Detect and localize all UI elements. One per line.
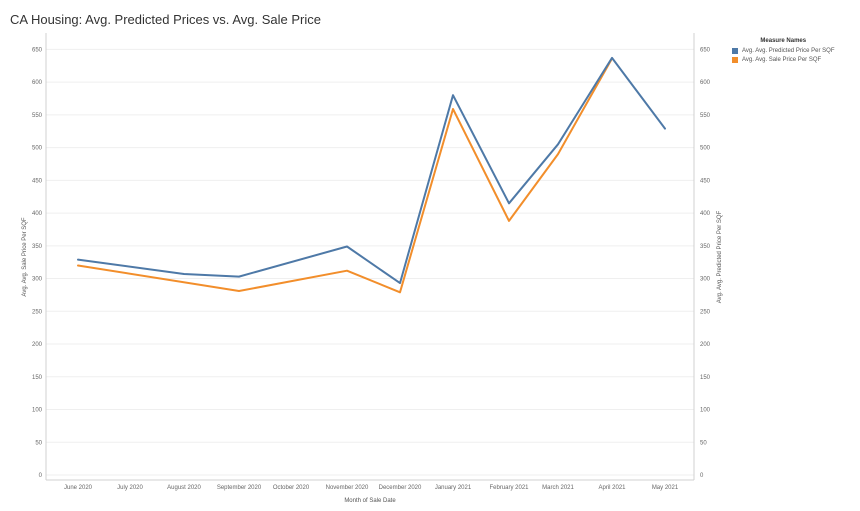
left-tick-label: 500 (32, 146, 43, 152)
right-tick-label: 550 (700, 113, 711, 119)
left-tick-label: 600 (32, 80, 43, 86)
right-tick-label: 50 (700, 440, 707, 446)
right-tick-label: 650 (700, 47, 711, 53)
x-tick-label: January 2021 (435, 485, 472, 491)
data-point-sale[interactable] (77, 264, 79, 266)
left-tick-label: 100 (32, 408, 43, 414)
left-tick-label: 550 (32, 113, 43, 119)
right-tick-label: 150 (700, 375, 711, 381)
left-tick-label: 50 (35, 440, 42, 446)
x-tick-label: June 2020 (64, 485, 93, 491)
left-tick-label: 350 (32, 244, 43, 250)
data-point-predicted[interactable] (238, 276, 240, 278)
right-tick-label: 450 (700, 178, 711, 184)
data-point-sale[interactable] (452, 108, 454, 110)
data-point-sale[interactable] (238, 290, 240, 292)
legend-swatch-sale (732, 56, 738, 63)
x-tick-label: July 2020 (117, 485, 143, 491)
x-tick-label: October 2020 (273, 485, 310, 491)
left-axis-label: Avg. Avg. Sale Price Per SQF (22, 217, 28, 296)
legend-swatch-predicted (732, 47, 738, 54)
x-tick-label: December 2020 (379, 485, 422, 491)
x-tick-label: May 2021 (652, 485, 679, 491)
data-point-predicted[interactable] (557, 143, 559, 145)
left-tick-label: 300 (32, 277, 43, 283)
left-tick-label: 450 (32, 178, 43, 184)
data-point-sale[interactable] (399, 291, 401, 293)
left-tick-label: 400 (32, 211, 43, 217)
right-axis-label: Avg. Avg. Predicted Price Per SQF (717, 210, 723, 303)
series-layer (77, 56, 666, 294)
left-tick-label: 250 (32, 309, 43, 315)
x-tick-label: August 2020 (167, 485, 201, 491)
legend: Measure Names Avg. Avg. Predicted Price … (732, 38, 835, 64)
data-point-predicted[interactable] (399, 282, 401, 284)
chart-title: CA Housing: Avg. Predicted Prices vs. Av… (10, 12, 321, 27)
legend-label-predicted: Avg. Avg. Predicted Price Per SQF (742, 47, 835, 54)
gridlines (46, 48, 694, 476)
right-tick-label: 300 (700, 277, 711, 283)
x-tick-label: September 2020 (217, 485, 262, 491)
right-tick-label: 350 (700, 244, 711, 250)
x-tick-label: April 2021 (598, 485, 626, 491)
right-tick-label: 100 (700, 408, 711, 414)
data-point-sale[interactable] (508, 220, 510, 222)
x-tick-label: November 2020 (326, 485, 369, 491)
x-axis-label: Month of Sale Date (344, 498, 396, 504)
left-tick-label: 150 (32, 375, 43, 381)
right-tick-label: 250 (700, 309, 711, 315)
legend-item-predicted[interactable]: Avg. Avg. Predicted Price Per SQF (732, 46, 835, 55)
left-axis-ticks: 0 50 100 150 200 250 300 350 400 450 500 550 600 650 (32, 47, 43, 479)
legend-item-sale[interactable]: Avg. Avg. Sale Price Per SQF (732, 55, 835, 64)
right-tick-label: 0 (700, 473, 704, 479)
data-point-predicted[interactable] (664, 128, 666, 130)
data-point-sale[interactable] (557, 153, 559, 155)
data-point-predicted[interactable] (346, 245, 348, 247)
left-tick-label: 0 (39, 473, 43, 479)
x-tick-label: February 2021 (489, 485, 529, 491)
data-point-predicted[interactable] (452, 94, 454, 96)
x-axis-ticks: June 2020 July 2020 August 2020 September 2… (64, 485, 679, 491)
right-axis-ticks: 0 50 100 150 200 250 300 350 400 450 500 550 600 650 (700, 47, 711, 479)
right-tick-label: 500 (700, 146, 711, 152)
legend-label-sale: Avg. Avg. Sale Price Per SQF (742, 56, 822, 63)
data-point-predicted[interactable] (77, 259, 79, 261)
legend-title: Measure Names (760, 38, 807, 44)
left-tick-label: 200 (32, 342, 43, 348)
series-line-sale[interactable] (77, 57, 613, 294)
series-line-predicted[interactable] (77, 56, 666, 285)
x-tick-label: March 2021 (542, 485, 574, 491)
data-point-sale[interactable] (346, 270, 348, 272)
right-tick-label: 400 (700, 211, 711, 217)
data-point-predicted[interactable] (183, 273, 185, 275)
left-tick-label: 650 (32, 47, 43, 53)
data-point-predicted[interactable] (508, 202, 510, 204)
right-tick-label: 200 (700, 342, 711, 348)
data-point-predicted[interactable] (611, 57, 613, 59)
right-tick-label: 600 (700, 80, 711, 86)
